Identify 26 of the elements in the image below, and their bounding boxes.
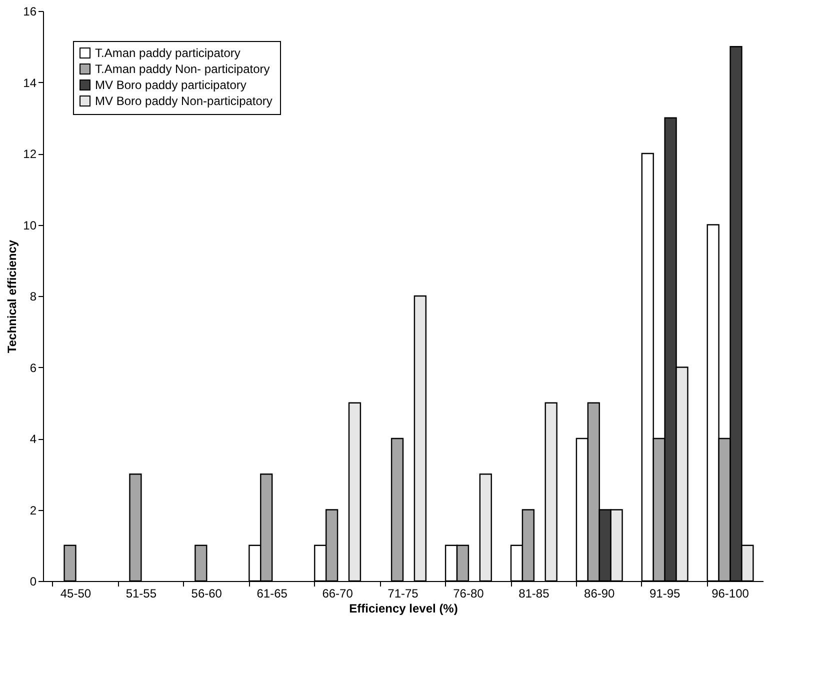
x-tick-label: 91-95 (649, 586, 680, 600)
x-tick-label: 45-50 (60, 586, 92, 600)
y-tick-label: 16 (23, 4, 37, 18)
y-tick-label: 4 (30, 432, 37, 446)
y-tick-label: 8 (30, 290, 37, 304)
x-tick-label: 86-90 (584, 586, 616, 600)
x-tick-label: 96-100 (712, 586, 750, 600)
x-tick-label: 56-60 (191, 586, 222, 600)
y-tick-label: 6 (30, 360, 37, 375)
x-tick-label: 76-80 (453, 586, 484, 600)
legend-label: MV Boro paddy participatory (95, 78, 246, 92)
x-tick-label: 61-65 (256, 586, 288, 600)
x-tick-label: 66-70 (322, 586, 354, 600)
y-tick-label: 10 (23, 218, 37, 232)
legend-label: T.Aman paddy Non- participatory (95, 62, 270, 76)
x-axis-title: Efficiency level (%) (349, 602, 458, 616)
x-tick-label: 81-85 (518, 586, 550, 600)
legend-label: MV Boro paddy Non-participatory (95, 94, 272, 108)
y-tick-label: 14 (23, 76, 37, 90)
y-tick-label: 0 (30, 574, 37, 588)
x-tick-label: 51-55 (126, 586, 157, 600)
y-tick-label: 2 (30, 503, 37, 518)
y-tick-label: 12 (23, 147, 37, 161)
legend-label: T.Aman paddy participatory (95, 46, 240, 60)
x-tick-label: 71-75 (388, 586, 419, 600)
y-axis-title: Technical efficiency (5, 240, 20, 354)
